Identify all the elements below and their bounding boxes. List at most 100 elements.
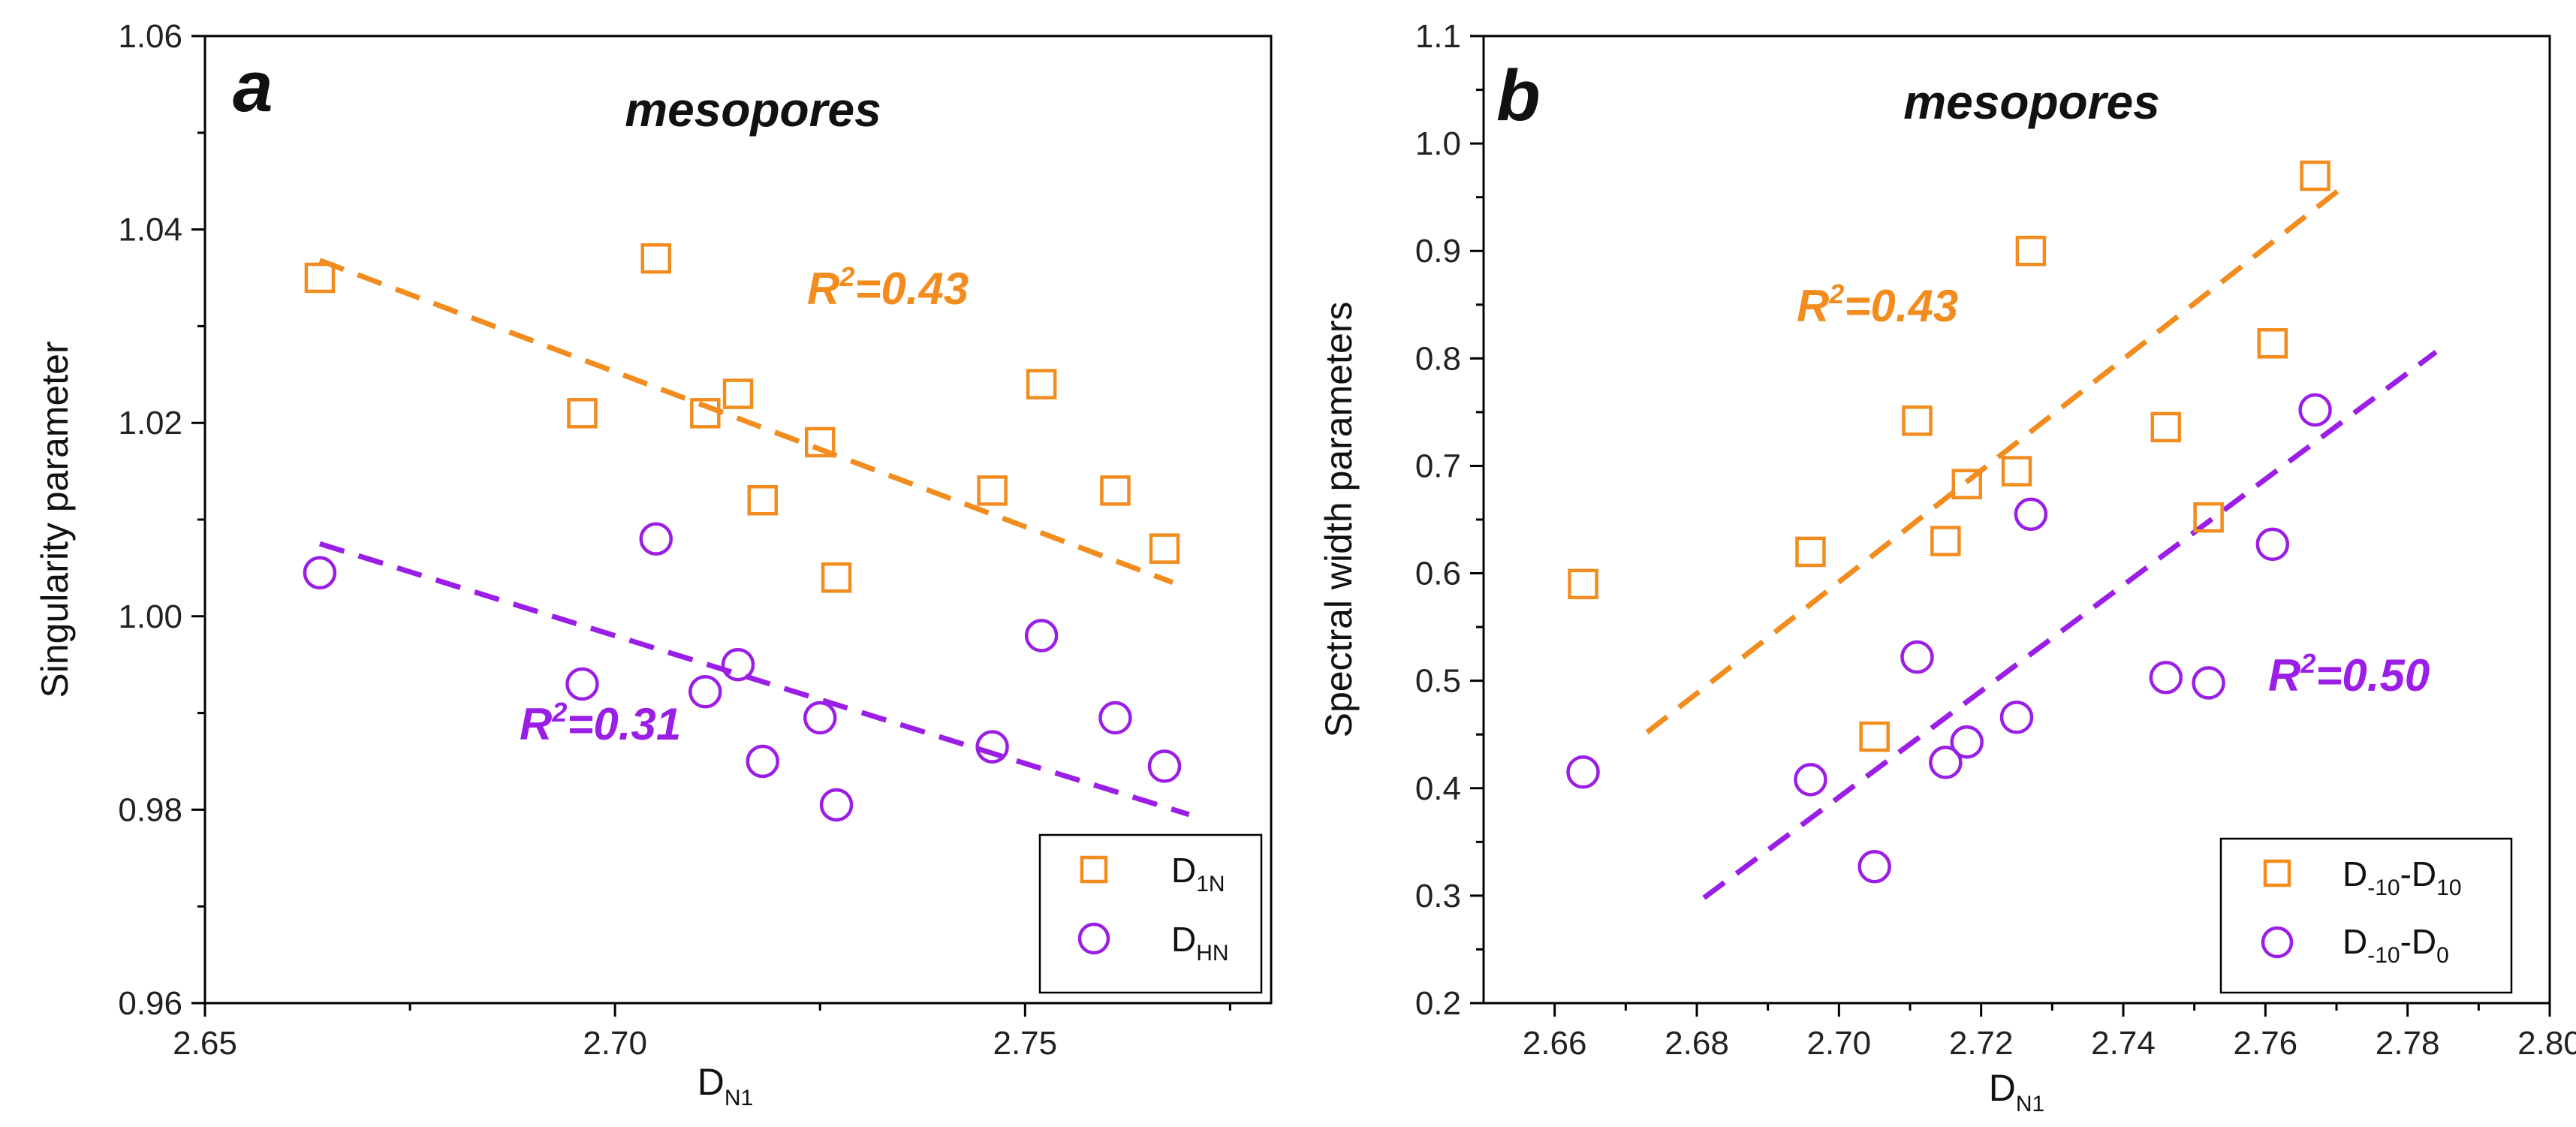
point-a-D1N [804,426,836,458]
chart-panel-b: 0.2 0.3 0.4 0.5 0.6 0.7 0.8 0.9 1.0 1.1 2.66 2.68 2.… [1318,18,2576,1116]
point-b-D-10-D10 [1568,568,1598,600]
x-axis-label-a: DN1 [697,1061,753,1110]
point-a-DHN [1024,619,1059,652]
point-a-D1N [722,378,754,409]
point-a-D1N [640,243,672,274]
point-b-D-10-D0 [2192,666,2225,700]
y-tick-label-a: 1.04 [118,212,182,249]
y-tick-label-b: 0.3 [1415,878,1461,915]
y-tick-label-b: 0.6 [1415,556,1461,592]
point-a-DHN [975,730,1009,764]
point-a-D1N [821,562,852,593]
legend-label-d1n: D1N [1171,851,1225,896]
x-tick-label-b: 2.76 [2234,1025,2298,1062]
r2-label-b-purple: R2=0.50 [2268,648,2430,701]
x-tick-label-b: 2.66 [1523,1025,1587,1062]
point-a-D1N [747,484,779,516]
point-b-D-10-D0 [1929,746,1963,779]
point-b-D-10-D0 [1999,701,2034,734]
point-b-D-10-D10 [2015,235,2047,267]
point-a-D1N [567,398,598,429]
x-tick-label-b: 2.78 [2376,1025,2440,1062]
r2-label-b-orange: R2=0.43 [1797,279,1958,331]
legend-a: D1N DHN [1038,833,1263,994]
x-tick-label-b: 2.68 [1665,1025,1729,1062]
fit-line-a-D1N [318,258,1174,585]
y-tick-label-b: 0.7 [1415,447,1461,484]
point-a-D1N [690,398,721,429]
legend-b: D-10-D10 D-10-D0 [2219,837,2513,994]
legend-label-d-10-d10: D-10-D10 [2343,854,2462,900]
point-b-D-10-D10 [2150,411,2182,443]
point-a-DHN [819,788,854,822]
legend-marker-square-a [1080,855,1108,884]
point-b-D-10-D10 [2257,328,2288,359]
point-a-DHN [1147,749,1182,783]
point-b-D-10-D0 [2255,527,2290,562]
legend-label-d-10-d0: D-10-D0 [2343,922,2449,968]
y-tick-label-a: 0.98 [118,791,182,828]
point-b-D-10-D10 [1859,721,1890,752]
point-b-D-10-D0 [2298,393,2332,427]
point-b-D-10-D0 [1794,763,1827,797]
point-a-D1N [1100,475,1131,506]
point-a-DHN [688,675,722,709]
y-tick-label-a: 1.06 [118,18,182,55]
y-tick-label-a: 1.02 [118,405,182,441]
fit-line-b-D-10-D10 [1645,184,2346,735]
point-b-D-10-D10 [1795,536,1826,568]
chart-subtitle-b: mesopores [1903,75,2159,129]
point-b-D-10-D10 [2001,456,2032,487]
x-tick-label-b: 2.74 [2091,1025,2156,1062]
legend-marker-square-b [2263,859,2291,887]
point-a-D1N [977,475,1008,506]
point-b-D-10-D10 [1951,469,1982,500]
point-b-D-10-D10 [1930,526,1961,556]
panel-letter-a: a [233,47,273,127]
x-tick-label-b: 2.70 [1807,1025,1872,1062]
y-tick-label-a: 1.00 [118,598,182,635]
x-axis-label-b: DN1 [1989,1067,2044,1116]
x-tick-label-b: 2.80 [2517,1025,2576,1062]
panel-letter-b: b [1496,56,1541,136]
point-b-D-10-D10 [2300,160,2330,191]
y-tick-label-b: 0.8 [1415,340,1461,377]
fit-line-b-D-10-D0 [1702,349,2438,900]
y-tick-label-b: 0.4 [1415,770,1461,807]
point-a-DHN [1098,701,1132,735]
point-b-D-10-D0 [1566,755,1600,789]
y-tick-label-b: 0.5 [1415,663,1461,700]
y-tick-label-a: 0.96 [118,985,182,1022]
point-a-DHN [746,744,780,779]
point-a-D1N [304,262,336,294]
point-a-D1N [1026,369,1057,399]
point-b-D-10-D0 [1950,725,1984,759]
x-tick-label-a: 2.70 [583,1025,647,1062]
y-tick-label-b: 0.9 [1415,233,1461,270]
point-b-D-10-D10 [1902,405,1933,436]
y-tick-label-b: 0.2 [1415,985,1461,1022]
r2-label-a-orange: R2=0.43 [807,261,969,314]
fit-line-a-DHN [318,541,1190,818]
x-tick-label-a: 2.75 [993,1025,1057,1062]
chart-subtitle-a: mesopores [625,83,881,137]
r2-label-a-purple: R2=0.31 [520,697,681,749]
point-b-D-10-D0 [2014,497,2048,532]
point-a-DHN [303,556,337,590]
point-b-D-10-D10 [2193,502,2224,533]
legend-label-dhn: DHN [1171,920,1229,966]
point-b-D-10-D0 [2149,661,2183,695]
x-tick-label-a: 2.65 [173,1025,237,1062]
chart-panel-a: 0.96 0.98 1.00 1.02 1.04 1.06 2.65 2.70 2.75 a m… [34,18,1273,1110]
legend-marker-circle-b [2261,926,2294,959]
y-tick-label-b: 1.0 [1415,125,1461,162]
point-a-D1N [1149,533,1180,564]
point-b-D-10-D0 [1900,640,1934,674]
point-a-DHN [565,667,599,701]
point-a-DHN [721,647,755,682]
y-axis-label-b: Spectral width parameters [1318,302,1360,738]
x-tick-label-b: 2.72 [1949,1025,2014,1062]
point-b-D-10-D0 [1857,849,1891,884]
y-axis-label-a: Singularity parameter [34,341,76,698]
